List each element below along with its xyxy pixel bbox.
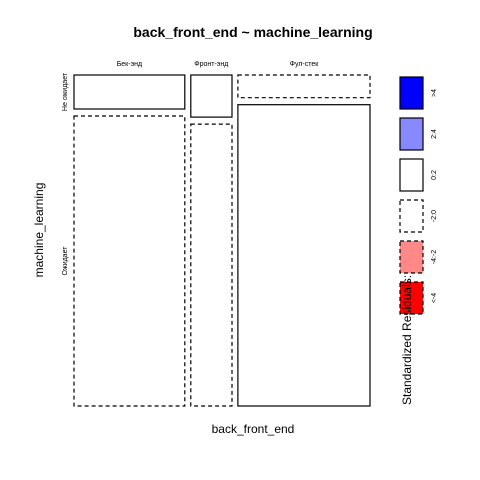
mosaic-tile	[237, 74, 371, 99]
mosaic-tile	[73, 115, 186, 407]
legend: >4 2:4 0:2 -2:0 -4:-2 <-4	[399, 76, 438, 315]
y-category-label: Не ожидает	[62, 72, 69, 111]
legend-label: 2:4	[431, 129, 438, 139]
mosaic-tile	[73, 74, 186, 110]
mosaic-tile	[190, 74, 233, 118]
y-category-labels: Не ожидает Ожидает	[62, 72, 69, 275]
legend-swatch	[399, 117, 424, 151]
x-category-label: Фронт-энд	[194, 61, 228, 68]
legend-swatch	[399, 281, 424, 315]
legend-swatch	[399, 240, 424, 274]
legend-label: <-4	[431, 293, 438, 303]
mosaic-tile	[190, 123, 233, 407]
legend-label: -2:0	[431, 210, 438, 222]
mosaic-tile	[237, 104, 371, 407]
y-axis-label: machine_learning	[32, 183, 46, 278]
y-category-label: Ожидает	[62, 246, 69, 276]
legend-label: 0:2	[431, 170, 438, 180]
chart-title: back_front_end ~ machine_learning	[133, 24, 372, 40]
legend-title: Standardized Residuals:	[400, 275, 414, 405]
legend-label: -4:-2	[431, 250, 438, 265]
legend-swatch	[399, 199, 424, 233]
mosaic-tiles	[73, 74, 371, 407]
legend-swatch	[399, 76, 424, 110]
x-axis-label: back_front_end	[212, 422, 295, 436]
x-category-label: Фул-стек	[290, 61, 320, 68]
legend-swatch	[399, 158, 424, 192]
x-category-label: Бек-энд	[117, 61, 142, 68]
x-category-labels: Бек-энд Фронт-энд Фул-стек	[117, 61, 320, 68]
legend-label: >4	[431, 89, 438, 97]
